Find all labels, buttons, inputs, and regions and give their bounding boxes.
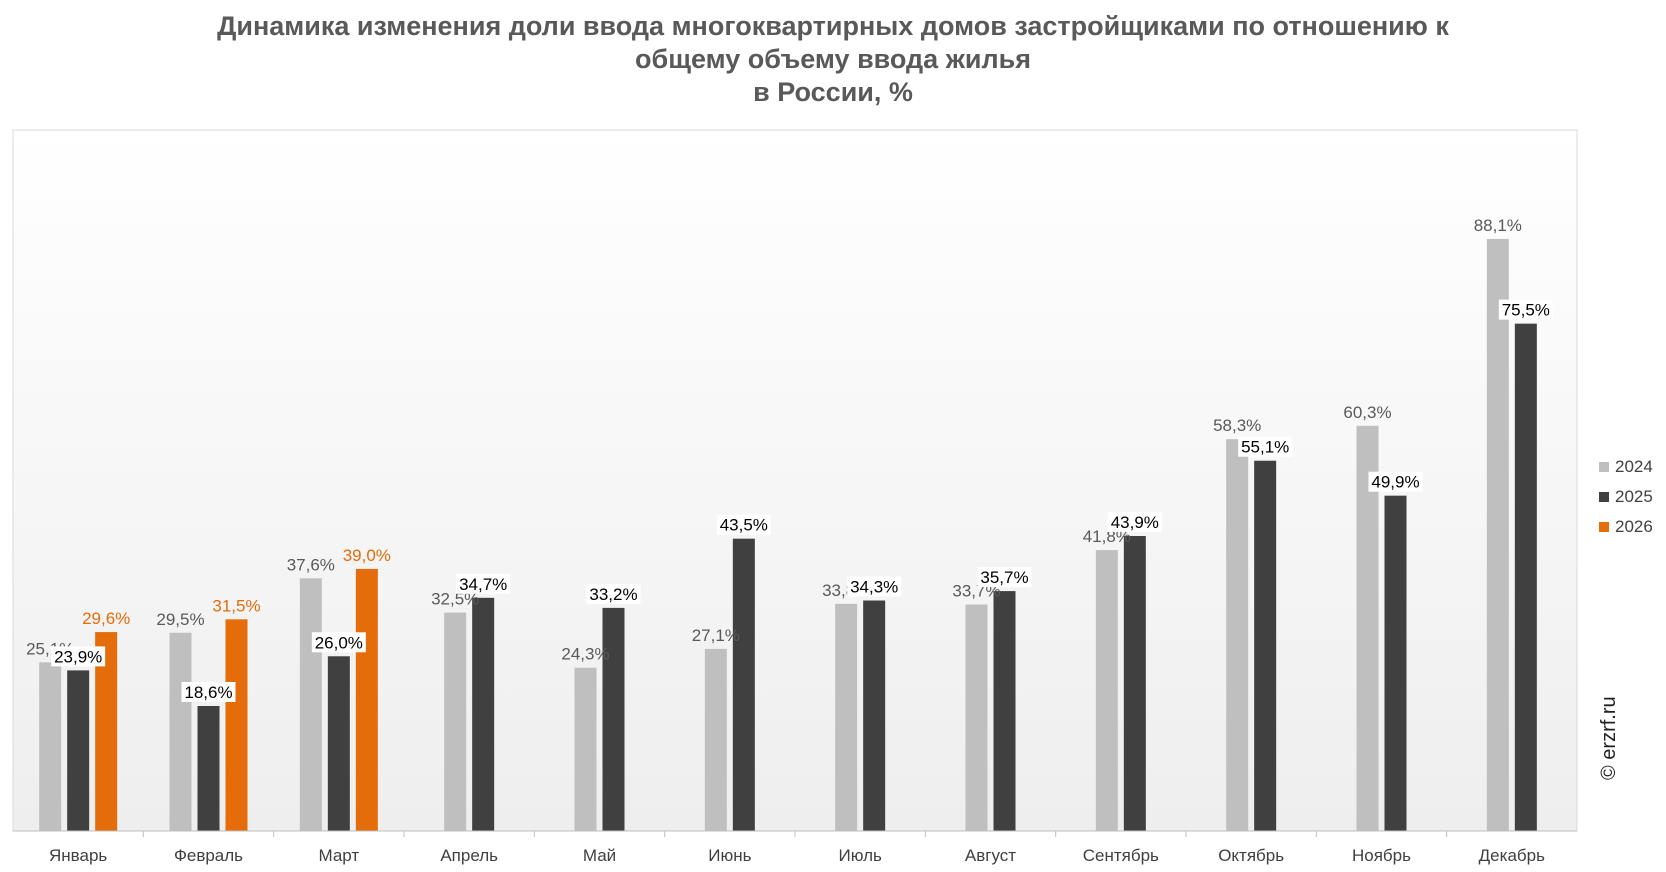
x-tick-label-6: Июль — [838, 846, 882, 865]
data-label-2024-5: 27,1% — [692, 626, 740, 645]
data-label-2025-9: 55,1% — [1241, 438, 1289, 457]
legend-item-2025: 2025 — [1599, 482, 1653, 512]
data-label-bg-2025-8 — [1107, 511, 1162, 532]
bar-2024-3 — [444, 612, 467, 831]
data-label-2026-2: 39,0% — [343, 546, 391, 565]
watermark: © erzrf.ru — [1598, 696, 1620, 780]
data-label-2025-0: 23,9% — [54, 647, 102, 666]
bar-2024-4 — [574, 667, 597, 831]
bar-2025-8 — [1123, 535, 1146, 831]
x-tick-label-5: Июнь — [708, 846, 751, 865]
x-tick-label-1: Февраль — [174, 846, 243, 865]
data-label-2024-10: 60,3% — [1343, 403, 1391, 422]
bar-2024-2 — [299, 578, 322, 831]
data-label-bg-2025-4 — [586, 583, 641, 604]
bar-2025-4 — [602, 607, 625, 831]
x-tick-label-11: Декабрь — [1479, 846, 1545, 865]
x-tick-label-2: Март — [318, 846, 359, 865]
data-label-2024-11: 88,1% — [1474, 216, 1522, 235]
bar-2024-0 — [39, 662, 62, 831]
data-label-bg-2025-11 — [1498, 299, 1553, 320]
data-label-2024-3: 32,5% — [431, 590, 479, 609]
bar-2024-8 — [1095, 550, 1118, 831]
data-label-2025-8: 43,9% — [1111, 513, 1159, 532]
legend-swatch-2026 — [1599, 522, 1609, 532]
data-label-bg-2025-1 — [181, 682, 236, 703]
data-label-2026-0: 29,6% — [82, 609, 130, 628]
data-label-2024-9: 58,3% — [1213, 416, 1261, 435]
data-label-bg-2025-9 — [1238, 436, 1293, 457]
data-label-2025-1: 18,6% — [184, 683, 232, 702]
data-label-2025-10: 49,9% — [1371, 473, 1419, 492]
legend-swatch-2025 — [1599, 492, 1609, 502]
x-tick-label-7: Август — [965, 846, 1016, 865]
data-label-2024-4: 24,3% — [561, 645, 609, 664]
chart-title-line-2: общему объему ввода жилья — [635, 44, 1031, 74]
data-labels-layer: 25,1%23,9%29,6% 29,5%18,6%31,5%37,6%26,0%… — [26, 216, 1553, 703]
data-label-2025-6: 34,3% — [850, 578, 898, 597]
x-tick-label-3: Апрель — [440, 846, 498, 865]
legend-label-2024: 2024 — [1615, 457, 1653, 476]
bar-2025-10 — [1384, 495, 1407, 831]
data-label-2025-4: 33,2% — [589, 585, 637, 604]
data-label-2025-7: 35,7% — [980, 568, 1028, 587]
x-axis-labels-layer: Январь Февраль Март Апрель Май Июнь Июль Август… — [49, 831, 1545, 865]
bar-2026-2 — [355, 568, 378, 831]
data-label-2025-2: 26,0% — [315, 633, 363, 652]
data-label-bg-2025-6 — [847, 576, 902, 597]
data-label-bg-2025-2 — [311, 632, 366, 653]
legend: 2024 2025 2026 — [1599, 452, 1653, 542]
legend-item-2026: 2026 — [1599, 512, 1653, 542]
bar-2026-0 — [95, 632, 118, 831]
legend-swatch-2024 — [1599, 462, 1609, 472]
bar-2024-9 — [1226, 439, 1249, 831]
data-label-2024-2: 37,6% — [287, 555, 335, 574]
data-label-bg-2025-0 — [51, 646, 106, 667]
plot-area — [12, 129, 1578, 832]
bar-2026-1 — [225, 619, 248, 831]
data-label-2025-11: 75,5% — [1502, 301, 1550, 320]
bar-2025-6 — [863, 600, 886, 831]
bar-2024-10 — [1356, 425, 1379, 831]
x-tick-label-4: Май — [583, 846, 616, 865]
x-tick-label-8: Сентябрь — [1083, 846, 1159, 865]
data-label-bg-2025-10 — [1368, 471, 1423, 492]
legend-label-2026: 2026 — [1615, 517, 1653, 536]
data-label-bg-2025-3 — [456, 573, 511, 594]
legend-item-2024: 2024 — [1599, 452, 1653, 482]
bar-2024-7 — [965, 604, 988, 831]
bar-2024-5 — [704, 648, 727, 831]
chart-title-line-3: в России, % — [753, 77, 913, 107]
bar-2025-11 — [1514, 323, 1537, 831]
bar-2024-6 — [835, 603, 858, 831]
data-label-2026-1: 31,5% — [212, 596, 260, 615]
x-tick-label-0: Январь — [49, 846, 107, 865]
data-label-2025-3: 34,7% — [459, 575, 507, 594]
bar-2025-0 — [67, 670, 90, 831]
bar-2025-7 — [993, 591, 1016, 831]
x-tick-label-10: Ноябрь — [1352, 846, 1411, 865]
bar-2025-2 — [327, 656, 350, 831]
bar-2025-3 — [472, 597, 495, 831]
chart-title-line-1: Динамика изменения доли ввода многокварт… — [217, 11, 1449, 41]
data-label-bg-2025-5 — [716, 514, 771, 535]
data-label-2025-5: 43,5% — [720, 516, 768, 535]
bar-2025-5 — [732, 538, 755, 831]
bar-2025-9 — [1254, 460, 1277, 831]
bar-2024-1 — [169, 632, 192, 831]
bar-2024-11 — [1486, 238, 1509, 831]
legend-label-2025: 2025 — [1615, 487, 1653, 506]
chart-title: Динамика изменения доли ввода многокварт… — [0, 10, 1666, 109]
data-label-2024-1: 29,5% — [156, 610, 204, 629]
data-label-bg-2025-7 — [977, 567, 1032, 588]
x-tick-label-9: Октябрь — [1218, 846, 1284, 865]
bar-2025-1 — [197, 706, 220, 831]
